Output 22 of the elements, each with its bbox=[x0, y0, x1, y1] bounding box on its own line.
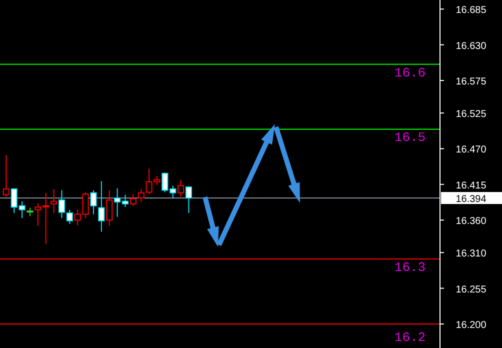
candlestick bbox=[50, 188, 58, 214]
y-tick-label: 16.575 bbox=[456, 76, 487, 88]
ref-line-label: 16.3 bbox=[394, 260, 426, 276]
ref-line-label: 16.6 bbox=[394, 65, 426, 80]
ref-line-label: 16.5 bbox=[394, 130, 426, 146]
candlestick bbox=[178, 179, 184, 198]
y-tick-label: 16.310 bbox=[456, 248, 487, 260]
y-tick-label: 16.470 bbox=[456, 144, 487, 156]
y-tick-label: 16.525 bbox=[456, 108, 487, 120]
y-tick-label: 16.630 bbox=[456, 40, 487, 52]
y-tick-label: 16.360 bbox=[456, 216, 487, 228]
ref-line-label: 16.2 bbox=[394, 330, 426, 345]
y-tick-label: 16.255 bbox=[456, 284, 487, 296]
y-tick-label: 16.685 bbox=[456, 5, 487, 16]
candlestick bbox=[106, 190, 113, 226]
y-tick-label: 16.200 bbox=[456, 320, 487, 331]
candlestick bbox=[90, 190, 97, 215]
ref-line-label: 16.394 bbox=[456, 194, 487, 206]
candlestick bbox=[98, 180, 105, 232]
candlestick bbox=[185, 186, 192, 214]
y-tick-label: 16.415 bbox=[456, 180, 487, 192]
candlestick bbox=[2, 154, 10, 198]
